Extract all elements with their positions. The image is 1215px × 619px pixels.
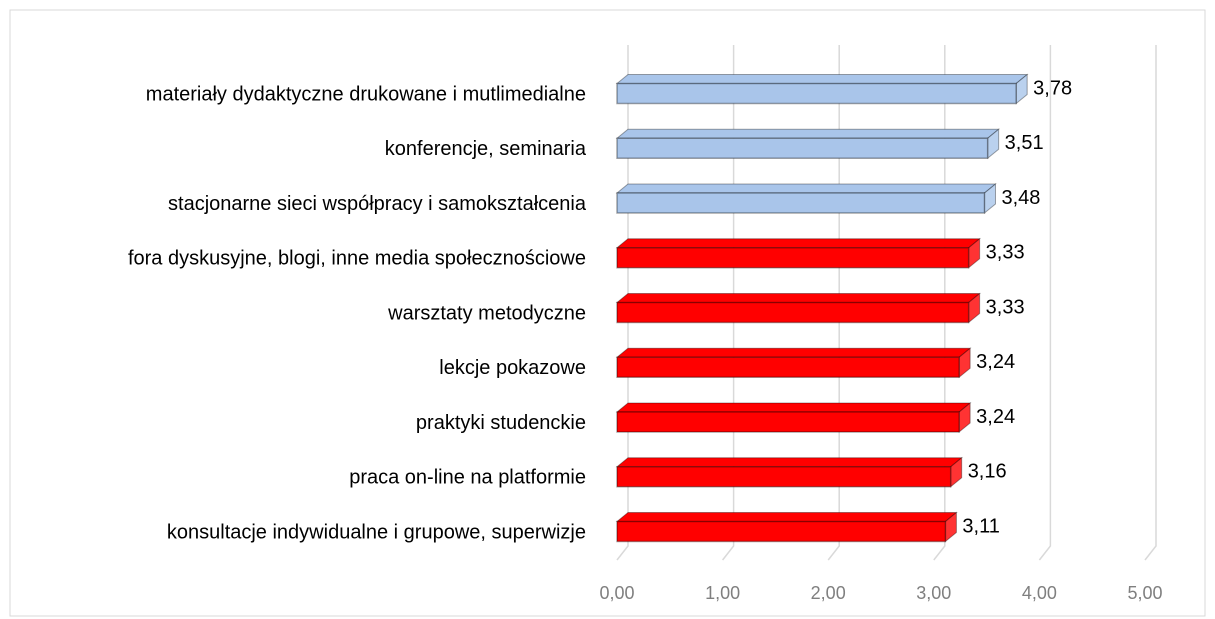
x-tick-label: 4,00: [1022, 583, 1057, 603]
value-label: 3,33: [986, 242, 1025, 264]
category-label: stacjonarne sieci współpracy i samokszta…: [168, 193, 587, 215]
bar-top: [615, 293, 982, 303]
x-tick-label: 5,00: [1127, 583, 1162, 603]
category-label: lekcje pokazowe: [439, 357, 586, 379]
bar: [616, 247, 970, 269]
bar-top: [615, 238, 982, 249]
category-label: fora dyskusyjne, blogi, inne media społe…: [128, 248, 586, 270]
bar: [616, 356, 960, 378]
x-tick-label: 0,00: [599, 583, 634, 603]
category-label: materiały dydaktyczne drukowane i mutlim…: [146, 83, 586, 105]
grid-line: [1144, 45, 1157, 561]
bar-top: [615, 74, 1029, 84]
value-label: 3,51: [1005, 132, 1044, 154]
x-tick-label: 3,00: [916, 583, 951, 603]
value-label: 3,48: [1001, 187, 1040, 209]
value-label: 3,16: [968, 461, 1007, 483]
bar: [616, 466, 952, 488]
bar-top: [615, 402, 972, 413]
category-label: konferencje, seminaria: [385, 138, 587, 160]
value-label: 3,78: [1033, 77, 1072, 99]
value-label: 3,24: [976, 351, 1015, 373]
chart-frame: [9, 9, 1206, 617]
category-label: konsultacje indywidualne i grupowe, supe…: [167, 521, 586, 543]
bar-top: [615, 183, 997, 194]
category-label: warsztaty metodyczne: [387, 302, 586, 324]
value-label: 3,11: [962, 515, 999, 537]
value-label: 3,24: [976, 406, 1015, 428]
bar: [616, 82, 1017, 105]
bar: [616, 192, 986, 214]
bar-top: [615, 347, 972, 358]
x-tick-label: 1,00: [705, 583, 740, 603]
bar-top: [615, 512, 958, 522]
category-label: praca on-line na platformie: [349, 467, 586, 489]
bar: [616, 520, 947, 543]
bar: [616, 411, 960, 433]
bar: [616, 137, 989, 159]
category-label: praktyki studenckie: [416, 412, 586, 434]
bar-top: [615, 128, 1001, 139]
bar-side: [1015, 73, 1028, 105]
bar: [616, 301, 970, 324]
value-label: 3,33: [986, 296, 1025, 318]
x-tick-label: 2,00: [811, 583, 846, 603]
bar-top: [615, 457, 964, 468]
grid-line: [1038, 45, 1052, 561]
